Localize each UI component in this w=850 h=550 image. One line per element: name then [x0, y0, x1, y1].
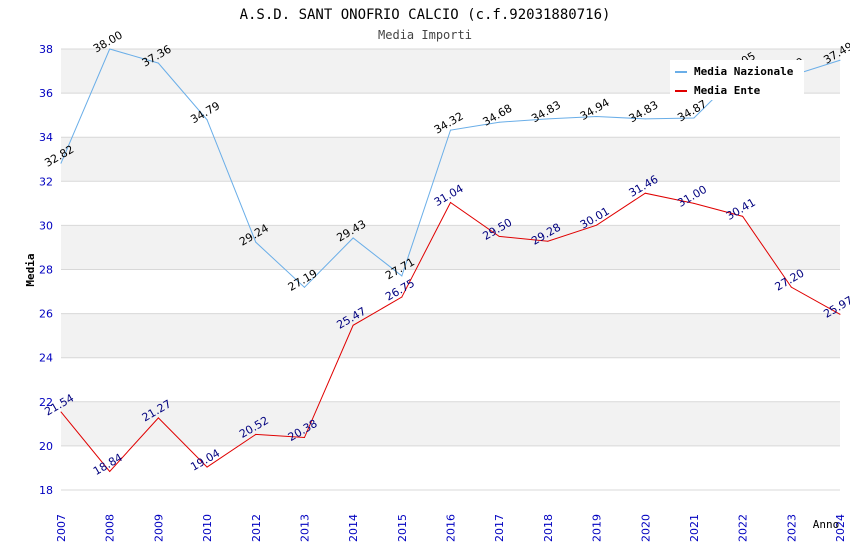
- y-tick-label: 18: [39, 484, 53, 497]
- data-point: [303, 286, 305, 288]
- data-point: [401, 275, 403, 277]
- data-point: [644, 192, 646, 194]
- data-point: [693, 117, 695, 119]
- data-label: 27.19: [286, 267, 320, 294]
- data-label: 27.20: [773, 267, 807, 294]
- y-tick-label: 36: [39, 87, 53, 100]
- y-axis-label: Media: [24, 253, 37, 286]
- data-point: [498, 121, 500, 123]
- data-point: [60, 411, 62, 413]
- x-tick-label: 2008: [104, 514, 117, 542]
- legend-background: [670, 60, 804, 100]
- x-tick-label: 2010: [201, 514, 214, 542]
- grid-band: [61, 137, 840, 182]
- data-label: 34.94: [578, 96, 612, 123]
- data-point: [206, 466, 208, 468]
- data-label: 19.04: [188, 447, 222, 474]
- data-point: [790, 286, 792, 288]
- x-tick-label: 2007: [55, 514, 68, 542]
- y-tick-label: 38: [39, 43, 53, 56]
- data-label: 30.41: [724, 196, 758, 223]
- y-tick-label: 24: [39, 352, 53, 365]
- data-point: [206, 119, 208, 121]
- data-point: [498, 235, 500, 237]
- x-tick-label: 2022: [737, 514, 750, 542]
- x-tick-label: 2024: [834, 514, 847, 542]
- y-tick-label: 34: [39, 131, 53, 144]
- x-tick-label: 2018: [542, 514, 555, 542]
- data-point: [693, 202, 695, 204]
- data-point: [644, 118, 646, 120]
- data-point: [109, 470, 111, 472]
- data-point: [547, 240, 549, 242]
- legend-label-ente: Media Ente: [694, 84, 761, 97]
- x-tick-label: 2017: [493, 514, 506, 542]
- x-tick-label: 2012: [250, 514, 263, 542]
- data-point: [157, 62, 159, 64]
- x-tick-label: 2014: [347, 514, 360, 542]
- data-point: [60, 162, 62, 164]
- data-point: [352, 237, 354, 239]
- y-tick-label: 20: [39, 440, 53, 453]
- x-tick-label: 2023: [785, 514, 798, 542]
- x-axis-ticks: 2007 2008 2009 2010 2012 2013 2014 2015 2016 2017…: [55, 514, 847, 542]
- data-point: [450, 129, 451, 131]
- grid-band: [61, 313, 840, 358]
- data-point: [596, 224, 598, 226]
- data-label: 34.87: [675, 97, 709, 124]
- data-point: [352, 324, 354, 326]
- data-label: 34.83: [627, 98, 661, 125]
- x-tick-label: 2013: [298, 514, 311, 542]
- y-tick-label: 32: [39, 175, 53, 188]
- background-bands: [61, 49, 840, 446]
- x-tick-label: 2015: [396, 514, 409, 542]
- chart-subtitle: Media Importi: [378, 28, 472, 42]
- x-tick-label: 2019: [591, 514, 604, 542]
- y-tick-label: 26: [39, 308, 53, 321]
- data-label: 34.83: [529, 98, 563, 125]
- data-point: [303, 437, 305, 439]
- data-label: 34.32: [432, 110, 466, 137]
- data-point: [839, 313, 841, 315]
- data-point: [255, 433, 257, 435]
- x-axis-label: Anno: [813, 518, 840, 531]
- data-point: [547, 118, 549, 120]
- series-lines: [60, 48, 841, 473]
- data-point: [742, 215, 744, 217]
- y-tick-label: 28: [39, 264, 53, 277]
- grid-band: [61, 225, 840, 270]
- legend-label-nazionale: Media Nazionale: [694, 65, 794, 78]
- legend: Media Nazionale Media Ente: [670, 60, 804, 100]
- x-tick-label: 2021: [688, 514, 701, 542]
- grid-band: [61, 401, 840, 446]
- data-point: [450, 201, 451, 203]
- x-tick-label: 2020: [639, 514, 652, 542]
- x-tick-label: 2016: [445, 514, 458, 542]
- x-tick-label: 2009: [152, 514, 165, 542]
- y-tick-label: 22: [39, 396, 53, 409]
- y-tick-label: 30: [39, 219, 53, 232]
- data-point: [839, 59, 841, 61]
- data-point: [157, 417, 159, 419]
- data-point: [401, 296, 403, 298]
- data-label: 34.68: [481, 102, 515, 129]
- chart-title: A.S.D. SANT ONOFRIO CALCIO (c.f.92031880…: [240, 7, 611, 23]
- data-point: [255, 241, 257, 243]
- data-point: [596, 115, 598, 117]
- data-point: [109, 48, 111, 50]
- y-axis-ticks: 18 20 22 24 26 28 30 32 34 36 38: [39, 43, 53, 497]
